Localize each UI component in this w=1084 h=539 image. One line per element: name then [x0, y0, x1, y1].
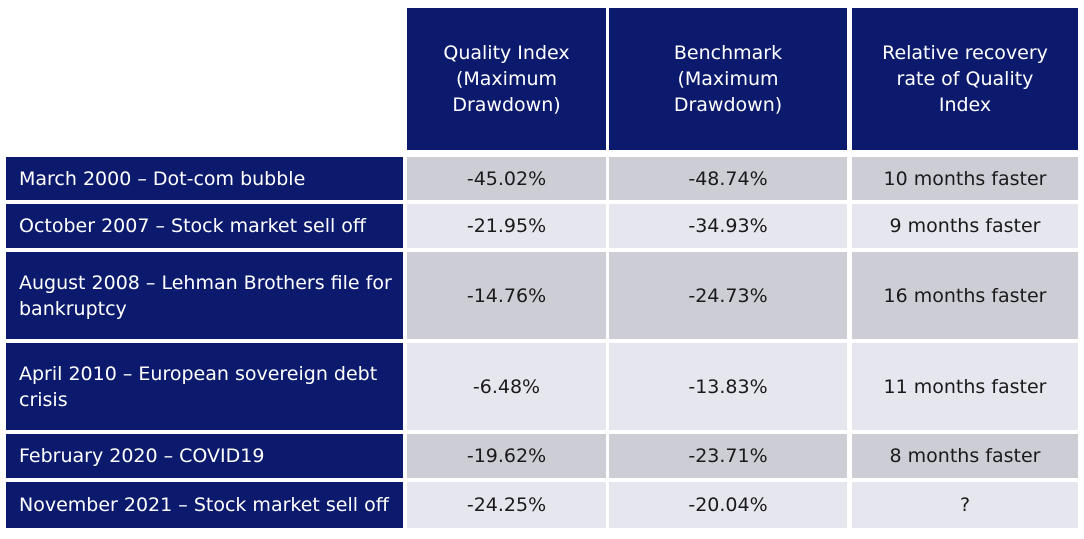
recovery-value: 16 months faster [852, 252, 1078, 339]
benchmark-value: -34.93% [609, 204, 847, 248]
benchmark-value: -13.83% [609, 343, 847, 430]
header-benchmark: Benchmark (Maximum Drawdown) [609, 8, 847, 150]
row-event-label: April 2010 – European sovereign debt cri… [6, 343, 403, 430]
header-benchmark-label: Benchmark (Maximum Drawdown) [673, 42, 783, 116]
header-relative-recovery-label: Relative recovery rate of Quality Index [882, 42, 1048, 116]
benchmark-value: -23.71% [609, 434, 847, 478]
benchmark-value: -20.04% [609, 482, 847, 528]
header-quality-index: Quality Index (Maximum Drawdown) [407, 8, 606, 150]
row-event-label: November 2021 – Stock market sell off [6, 482, 403, 528]
quality-value: -19.62% [407, 434, 606, 478]
header-relative-recovery: Relative recovery rate of Quality Index [852, 8, 1078, 150]
recovery-value: 8 months faster [852, 434, 1078, 478]
quality-value: -45.02% [407, 157, 606, 200]
quality-value: -21.95% [407, 204, 606, 248]
quality-value: -24.25% [407, 482, 606, 528]
row-event-label: February 2020 – COVID19 [6, 434, 403, 478]
benchmark-value: -48.74% [609, 157, 847, 200]
header-quality-index-label: Quality Index (Maximum Drawdown) [443, 42, 570, 116]
quality-value: -6.48% [407, 343, 606, 430]
recovery-value: 11 months faster [852, 343, 1078, 430]
row-event-label: October 2007 – Stock market sell off [6, 204, 403, 248]
recovery-value: 9 months faster [852, 204, 1078, 248]
quality-value: -14.76% [407, 252, 606, 339]
row-event-label: August 2008 – Lehman Brothers file for b… [6, 252, 403, 339]
recovery-value: 10 months faster [852, 157, 1078, 200]
benchmark-value: -24.73% [609, 252, 847, 339]
recovery-value: ? [852, 482, 1078, 528]
row-event-label: March 2000 – Dot-com bubble [6, 157, 403, 200]
